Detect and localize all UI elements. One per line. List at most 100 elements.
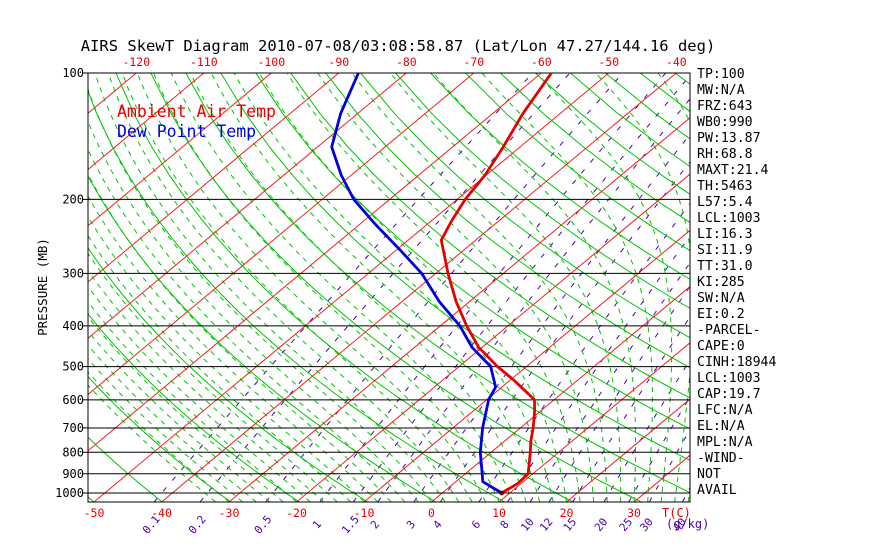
isotherm-line — [363, 229, 690, 502]
moist-adiabat-line — [121, 73, 473, 502]
dry-adiabat-line — [88, 313, 300, 502]
bottom-temp-tick-label: 20 — [560, 506, 574, 520]
mixing-ratio-tick-label: 3 — [404, 518, 418, 531]
mixing-ratio-tick-label: 1 — [310, 518, 324, 531]
isotherm-line — [566, 398, 690, 502]
top-temp-tick-labels: -120 -110 -100 -90 -80 -70 -60 -50 -40 — [122, 55, 686, 69]
legend-ambient-air-temp: Ambient Air Temp — [117, 102, 276, 121]
dry-adiabat-line — [115, 73, 574, 502]
temp-unit-label: T(C) — [662, 506, 691, 520]
top-temp-tick-label: -120 — [122, 55, 150, 69]
stats-line: LCL:1003 — [697, 371, 761, 386]
moist-adiabat-line — [88, 252, 338, 502]
mixing-ratio-line — [319, 73, 666, 502]
mixing-ratio-line — [352, 74, 690, 502]
moist-adiabat-line — [595, 73, 690, 502]
mixing-ratio-tick-label: 4 — [430, 518, 444, 532]
isotherm-line — [93, 73, 610, 502]
stats-line: NOT — [697, 467, 721, 482]
stats-line: TP:100 — [697, 67, 745, 82]
dry-adiabat-line — [430, 73, 690, 280]
pressure-tick-label: 300 — [62, 266, 84, 280]
dry-adiabat-line — [220, 73, 690, 461]
stats-line: LFC:N/A — [697, 403, 753, 418]
top-temp-tick-label: -50 — [598, 55, 619, 69]
isotherm-line — [88, 73, 272, 227]
isotherm-line — [228, 117, 690, 502]
top-temp-tick-label: -80 — [396, 55, 417, 69]
mixing-ratio-line — [572, 316, 690, 502]
chart-title: AIRS SkewT Diagram 2010-07-08/03:08:58.8… — [81, 37, 716, 55]
isotherm-line — [88, 73, 205, 171]
mixing-ratio-line — [603, 359, 690, 502]
ambient-temp-curve — [439, 73, 553, 495]
dry-adiabat-line — [150, 73, 642, 502]
dry-adiabat-line — [465, 73, 690, 252]
bottom-temp-tick-label: -30 — [219, 506, 240, 520]
mixing-ratio-tick-label: 20 — [592, 515, 610, 534]
moist-adiabat-line — [88, 120, 419, 502]
dry-adiabat-line — [88, 175, 437, 502]
dry-adiabat-line — [290, 73, 690, 399]
dry-adiabat-line — [395, 73, 690, 309]
moist-adiabat-line — [88, 384, 216, 502]
stats-line: CINH:18944 — [697, 355, 776, 370]
legend-dew-point-temp: Dew Point Temp — [117, 122, 256, 141]
mixing-ratio-line — [548, 285, 690, 502]
moist-adiabat-line — [136, 73, 487, 502]
stats-line: PW:13.87 — [697, 131, 761, 146]
pressure-tick-label: 1000 — [55, 486, 84, 500]
stats-line: TH:5463 — [697, 179, 753, 194]
top-temp-tick-label: -90 — [328, 55, 349, 69]
pressure-tick-label: 200 — [62, 192, 84, 206]
moist-adiabat-line — [88, 371, 230, 502]
moist-adiabat-line — [233, 73, 554, 502]
isotherm-line — [88, 73, 475, 396]
stats-line: SI:11.9 — [697, 243, 753, 258]
moist-adiabat-line — [351, 73, 608, 502]
moist-adiabat-line — [88, 195, 378, 502]
pressure-tick-label: 400 — [62, 319, 84, 333]
top-temp-tick-label: -60 — [531, 55, 552, 69]
isotherm-lines — [0, 73, 690, 502]
mixing-ratio-tick-label: 6 — [469, 518, 483, 531]
dew-point-curve — [330, 73, 503, 495]
top-temp-tick-label: -110 — [190, 55, 218, 69]
dry-adiabat-line — [88, 247, 368, 502]
stats-line: -WIND- — [697, 451, 745, 466]
isotherm-line — [88, 73, 542, 452]
isotherm-line — [88, 73, 340, 283]
moist-adiabat-line — [88, 234, 351, 502]
bottom-temp-tick-labels: -50 -40 -30 -20 -10 0 10 20 30 — [84, 506, 641, 520]
moist-adiabat-line — [210, 73, 541, 502]
mixing-ratio-line — [265, 73, 624, 502]
stats-line: MPL:N/A — [697, 435, 753, 450]
bottom-temp-tick-label: 0 — [428, 506, 435, 520]
pressure-tick-label: 700 — [62, 421, 84, 435]
isotherm-line — [0, 73, 1, 502]
mixing-ratio-line — [377, 98, 690, 502]
moist-adiabat-line — [317, 73, 595, 502]
surface-point-marker — [499, 490, 505, 496]
bottom-temp-tick-label: -20 — [286, 506, 307, 520]
stats-line: L57:5.4 — [697, 195, 753, 210]
mixing-ratio-line — [153, 73, 534, 502]
moist-adiabat-line — [481, 73, 653, 502]
isotherm-line — [161, 73, 677, 502]
pressure-axis-label: PRESSURE (MB) — [35, 238, 50, 336]
moist-adiabat-line — [189, 73, 527, 502]
stats-line: RH:68.8 — [697, 147, 753, 162]
pressure-tick-labels: 100 200 300 400 500 600 700 800 900 1000 — [55, 66, 84, 500]
stats-line: TT:31.0 — [697, 259, 753, 274]
bottom-temp-tick-label: -10 — [354, 506, 375, 520]
pressure-tick-label: 500 — [62, 360, 84, 374]
pressure-tick-label: 100 — [62, 66, 84, 80]
sounding-curves — [330, 73, 553, 496]
dry-adiabat-line — [88, 436, 163, 502]
mixing-unit-label: (g/kg) — [666, 517, 709, 531]
moist-adiabat-lines — [88, 73, 690, 502]
pressure-tick-label: 800 — [62, 445, 84, 459]
dry-adiabat-line — [255, 73, 690, 430]
moist-adiabat-line — [433, 73, 636, 502]
